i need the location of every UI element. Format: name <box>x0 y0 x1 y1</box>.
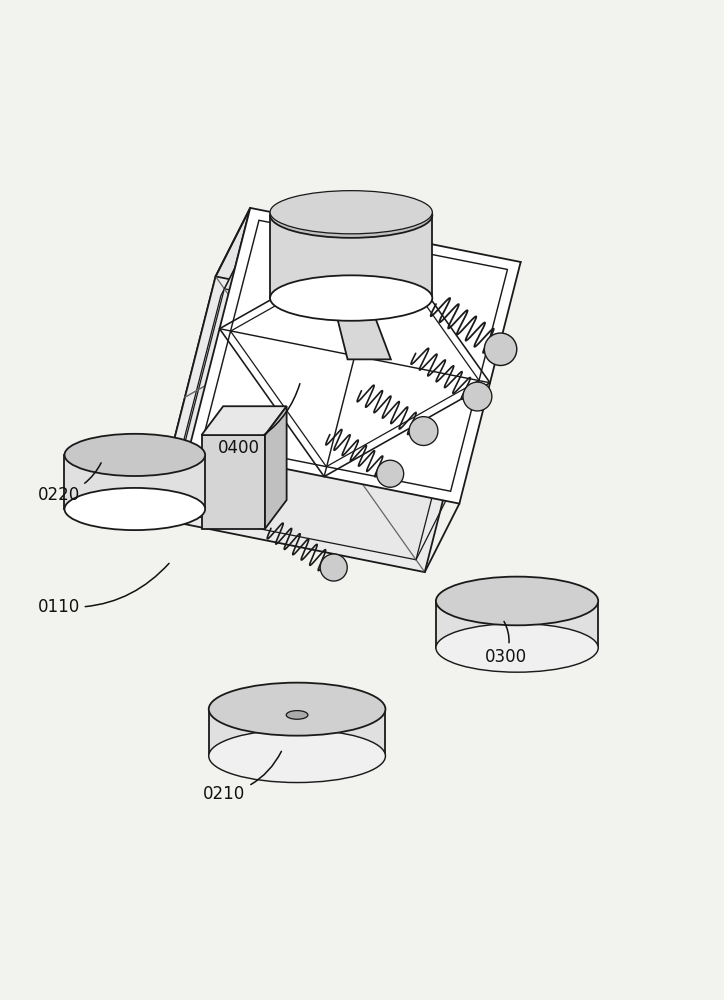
Ellipse shape <box>376 460 404 487</box>
Ellipse shape <box>409 417 438 445</box>
Polygon shape <box>189 208 521 504</box>
Text: 0210: 0210 <box>203 751 282 803</box>
Text: 0110: 0110 <box>38 563 169 616</box>
Ellipse shape <box>270 191 432 234</box>
Ellipse shape <box>463 382 492 411</box>
Polygon shape <box>64 455 205 509</box>
Ellipse shape <box>270 275 432 321</box>
Polygon shape <box>164 220 259 517</box>
Ellipse shape <box>270 192 432 238</box>
Ellipse shape <box>320 554 348 581</box>
Polygon shape <box>209 709 385 756</box>
Text: 0300: 0300 <box>484 621 527 666</box>
Polygon shape <box>265 406 287 529</box>
Polygon shape <box>154 276 486 572</box>
Polygon shape <box>154 208 251 518</box>
Ellipse shape <box>64 488 205 530</box>
Text: 0400: 0400 <box>218 384 300 457</box>
Ellipse shape <box>209 730 385 783</box>
Polygon shape <box>436 601 598 648</box>
Text: 0220: 0220 <box>38 463 101 504</box>
Polygon shape <box>201 435 265 529</box>
Ellipse shape <box>286 711 308 719</box>
Ellipse shape <box>436 577 598 625</box>
Ellipse shape <box>209 683 385 736</box>
Polygon shape <box>201 406 287 435</box>
Polygon shape <box>202 220 508 491</box>
Polygon shape <box>270 215 432 298</box>
Ellipse shape <box>436 624 598 672</box>
Ellipse shape <box>64 434 205 476</box>
Polygon shape <box>167 289 473 560</box>
Polygon shape <box>333 302 391 359</box>
Ellipse shape <box>484 333 517 365</box>
